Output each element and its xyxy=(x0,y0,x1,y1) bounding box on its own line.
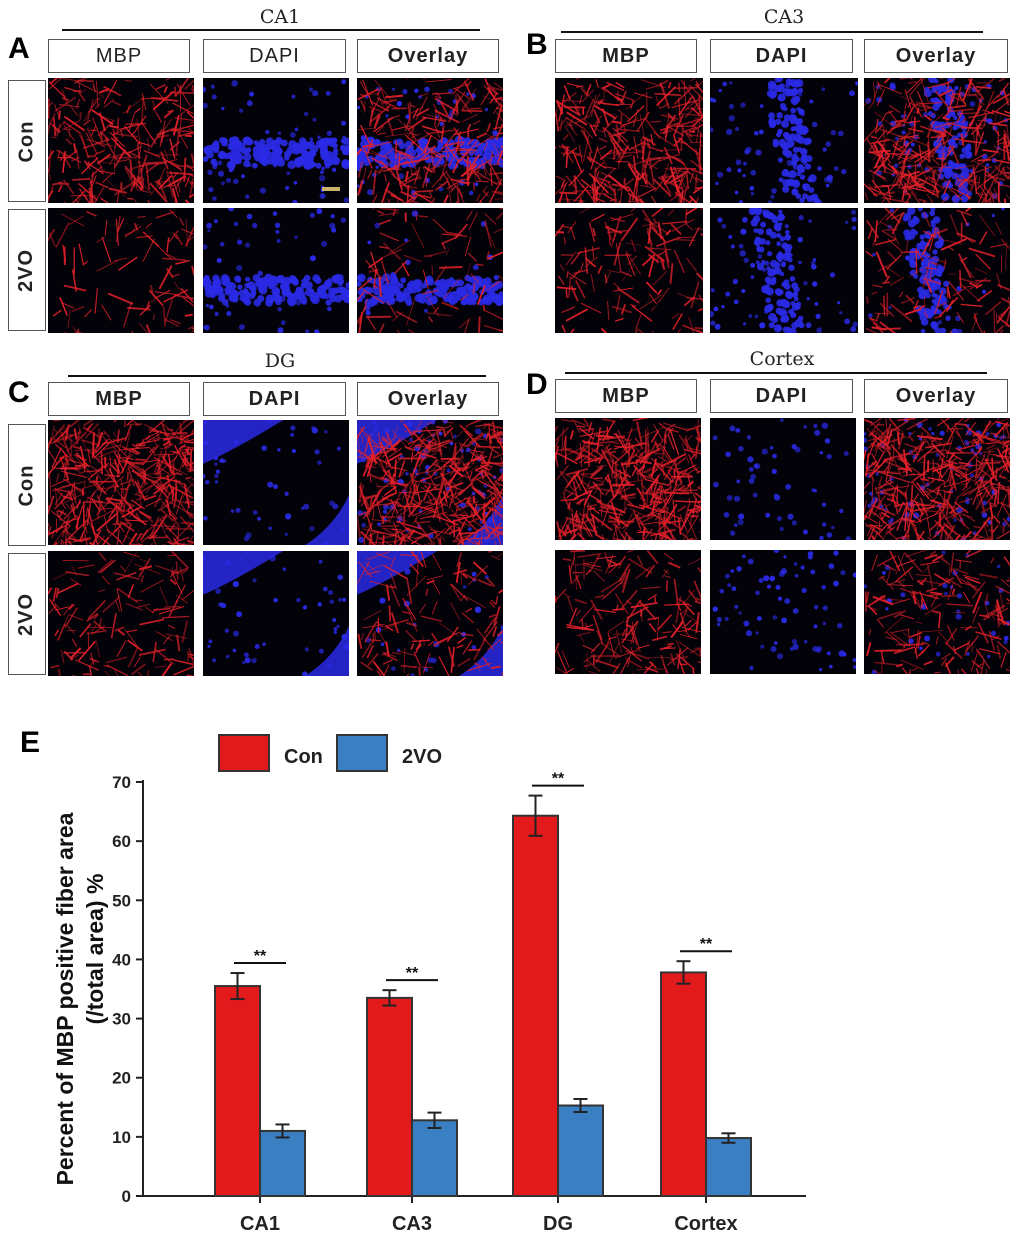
col-header-dapi: DAPI xyxy=(710,39,853,73)
row-label-2vo: 2VO xyxy=(8,209,46,331)
micrograph xyxy=(203,551,349,676)
region-line-dg xyxy=(68,375,486,377)
col-header-overlay: Overlay xyxy=(357,382,499,416)
col-header-mbp: MBP xyxy=(48,39,190,73)
scale-bar xyxy=(322,187,340,191)
micrograph xyxy=(555,78,703,203)
row-label-text-2vo: 2VO xyxy=(15,592,38,636)
significance-mark: ** xyxy=(552,771,565,788)
col-header-mbp: MBP xyxy=(555,39,697,73)
micrograph xyxy=(864,78,1010,203)
micrograph xyxy=(48,208,194,333)
col-header-overlay: Overlay xyxy=(357,39,499,73)
col-header-dapi: DAPI xyxy=(203,39,346,73)
col-header-dapi: DAPI xyxy=(203,382,346,416)
bar-con-cortex xyxy=(660,971,707,1197)
micrograph xyxy=(710,78,858,203)
significance-mark: ** xyxy=(406,965,419,982)
micrograph xyxy=(357,208,503,333)
panel-letter-c: C xyxy=(8,376,30,409)
x-tick-label: CA1 xyxy=(240,1213,280,1235)
panel-letter-d: D xyxy=(526,368,548,401)
x-tick-label: CA3 xyxy=(392,1213,432,1235)
micrograph xyxy=(48,551,194,676)
row-label-text-con: Con xyxy=(15,464,38,506)
y-axis-label-line1: Percent of MBP positive fiber area xyxy=(52,812,78,1185)
y-axis-label-line2: (/total area) % xyxy=(82,874,108,1025)
y-tick-label: 0 xyxy=(122,1187,131,1206)
row-label-con: Con xyxy=(8,80,46,202)
micrograph xyxy=(710,550,856,674)
y-tick-label: 50 xyxy=(112,891,131,910)
row-label-con: Con xyxy=(8,424,46,546)
micrograph xyxy=(710,208,858,333)
micrograph xyxy=(203,78,349,203)
micrograph xyxy=(357,420,503,545)
region-line-ca1 xyxy=(62,29,480,31)
row-label-text-con: Con xyxy=(15,120,38,162)
y-tick-label: 40 xyxy=(112,950,131,969)
significance-mark: ** xyxy=(700,936,713,953)
micrograph xyxy=(203,208,349,333)
micrograph xyxy=(203,420,349,545)
bar-chart-e: E Con 2VO Percent of MBP positive fiber are… xyxy=(20,726,806,1235)
bar-con-ca3 xyxy=(366,996,413,1197)
legend-label-2vo: 2VO xyxy=(402,746,442,768)
legend-label-con: Con xyxy=(284,746,323,768)
panel-letter-b: B xyxy=(526,28,548,61)
micrograph xyxy=(555,550,701,674)
x-tick-label: DG xyxy=(543,1213,573,1235)
col-header-overlay: Overlay xyxy=(864,39,1008,73)
y-tick-label: 20 xyxy=(112,1069,131,1088)
significance-mark: ** xyxy=(254,948,267,965)
panel-letter-a: A xyxy=(8,32,30,65)
bar-2vo-ca1 xyxy=(259,1129,306,1198)
micrograph xyxy=(710,418,856,540)
region-title-cortex: Cortex xyxy=(749,348,815,370)
y-tick-label: 10 xyxy=(112,1128,131,1147)
col-header-mbp: MBP xyxy=(555,379,697,413)
legend-swatch-con xyxy=(218,734,270,772)
bar-con-ca1 xyxy=(214,985,261,1197)
region-line-cortex xyxy=(565,372,987,374)
micrograph xyxy=(48,420,194,545)
micrograph xyxy=(555,418,701,540)
y-tick-label: 70 xyxy=(112,773,131,792)
y-tick-label: 60 xyxy=(112,832,131,851)
col-header-dapi: DAPI xyxy=(710,379,853,413)
row-label-text-2vo: 2VO xyxy=(15,248,38,292)
micrograph xyxy=(357,551,503,676)
bar-con-dg xyxy=(512,814,559,1197)
col-header-mbp: MBP xyxy=(48,382,190,416)
micrograph xyxy=(864,418,1010,540)
y-tick-label: 30 xyxy=(112,1010,131,1029)
region-title-ca1: CA1 xyxy=(259,6,301,28)
micrograph xyxy=(357,78,503,203)
x-tick-label: Cortex xyxy=(674,1213,737,1235)
row-label-2vo: 2VO xyxy=(8,553,46,675)
region-line-ca3 xyxy=(561,31,983,33)
legend-swatch-2vo xyxy=(336,734,388,772)
bar-2vo-ca3 xyxy=(411,1119,458,1198)
micrograph xyxy=(864,208,1010,333)
panel-letter-e: E xyxy=(20,726,40,759)
region-title-ca3: CA3 xyxy=(763,6,805,28)
region-title-dg: DG xyxy=(264,350,296,372)
col-header-overlay: Overlay xyxy=(864,379,1008,413)
micrograph xyxy=(48,78,194,203)
bar-2vo-dg xyxy=(557,1104,604,1197)
micrograph xyxy=(555,208,703,333)
bar-2vo-cortex xyxy=(705,1137,752,1198)
micrograph xyxy=(864,550,1010,674)
